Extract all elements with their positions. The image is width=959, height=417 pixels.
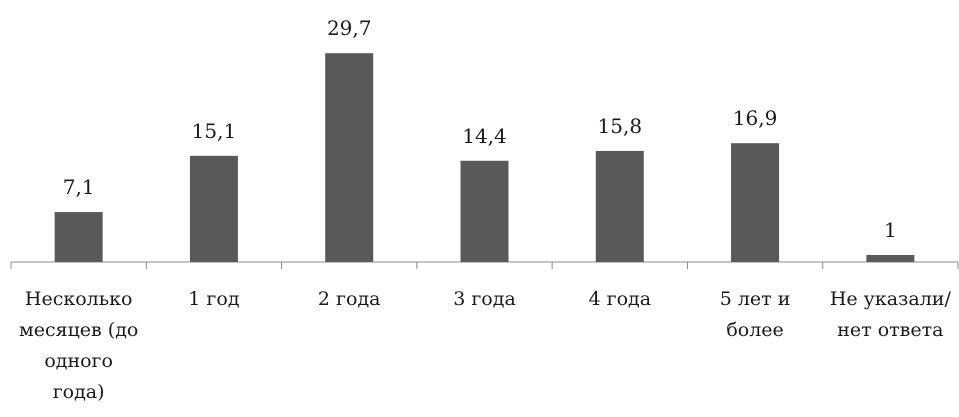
data-label: 1	[884, 218, 897, 242]
bar	[731, 143, 780, 262]
x-tick-label-line: 1 год	[188, 288, 239, 310]
x-tick-label-line: года)	[53, 381, 105, 403]
data-label: 7,1	[63, 175, 95, 199]
x-tick-label-line: 3 года	[453, 288, 516, 310]
data-label: 15,1	[192, 119, 237, 143]
bar	[325, 53, 374, 262]
x-tick-label: Несколько месяцев (до одного года)	[19, 288, 138, 403]
x-tick-label-line: Не указали/	[830, 288, 952, 310]
x-tick-label: 3 года	[453, 288, 516, 310]
data-label: 14,4	[462, 124, 507, 148]
bar	[54, 212, 103, 262]
x-tick-label: 4 года	[589, 288, 652, 310]
data-label: 16,9	[733, 106, 778, 130]
x-tick-label: 2 года	[318, 288, 381, 310]
x-tick-label-line: более	[726, 319, 783, 341]
data-label: 15,8	[598, 114, 643, 138]
x-tick-label-line: месяцев (до	[19, 319, 138, 341]
x-tick-label-line: 2 года	[318, 288, 381, 310]
x-tick-label: Не указали/нет ответа	[830, 288, 952, 341]
data-label: 29,7	[327, 16, 372, 40]
x-axis-ticks	[10, 262, 959, 269]
bar	[189, 155, 238, 262]
bar	[460, 160, 509, 262]
x-tick-label-line: 5 лет и	[720, 288, 791, 310]
bar	[595, 150, 644, 262]
x-tick-label-line: 4 года	[589, 288, 652, 310]
bar	[866, 254, 915, 262]
bars	[54, 53, 915, 262]
x-tick-label: 1 год	[188, 288, 239, 310]
x-tick-label-line: одного	[44, 350, 113, 372]
value-labels: 7,1 15,1 29,7 14,4 15,8 16,9 1	[63, 16, 897, 242]
category-labels: Несколько месяцев (до одного года) 1 год 2 го…	[19, 288, 952, 403]
x-tick-label-line: Несколько	[25, 288, 133, 310]
x-tick-label-line: нет ответа	[837, 319, 943, 341]
x-tick-label: 5 лет и более	[720, 288, 791, 341]
